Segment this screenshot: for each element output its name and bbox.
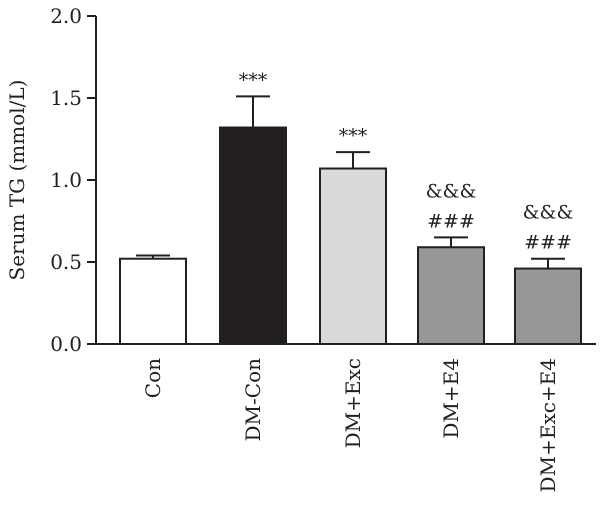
x-tick-label: DM+Exc+E4 (536, 358, 560, 492)
significance-label: &&& (426, 180, 477, 202)
x-tick-label: DM-Con (241, 358, 265, 442)
bar (417, 246, 485, 346)
bar (119, 257, 187, 345)
bars (119, 126, 582, 346)
x-tick-label: Con (141, 358, 165, 398)
y-axis-title: Serum TG (mmol/L) (5, 80, 29, 281)
bar (219, 126, 287, 345)
error-bars (136, 95, 565, 269)
bar (514, 267, 582, 345)
significance-labels: *** *** ### &&& ### &&& (239, 69, 574, 253)
y-tick-label: 1.0 (50, 168, 82, 192)
significance-label: ### (524, 232, 572, 254)
y-tick-label: 2.0 (50, 4, 82, 28)
x-tick-labels: Con DM-Con DM+Exc DM+E4 DM+Exc+E4 (141, 358, 560, 493)
significance-label: *** (339, 125, 368, 147)
y-tick-label: 1.5 (50, 86, 82, 110)
x-tick-label: DM+E4 (439, 358, 463, 439)
x-tick-label: DM+Exc (341, 358, 365, 448)
y-ticks: 0.0 0.5 1.0 1.5 2.0 (50, 4, 96, 356)
y-tick-label: 0.0 (50, 332, 82, 356)
significance-label: ### (427, 210, 475, 232)
significance-label: &&& (523, 202, 574, 224)
bar (319, 167, 387, 345)
y-tick-label: 0.5 (50, 250, 82, 274)
significance-label: *** (239, 69, 268, 91)
